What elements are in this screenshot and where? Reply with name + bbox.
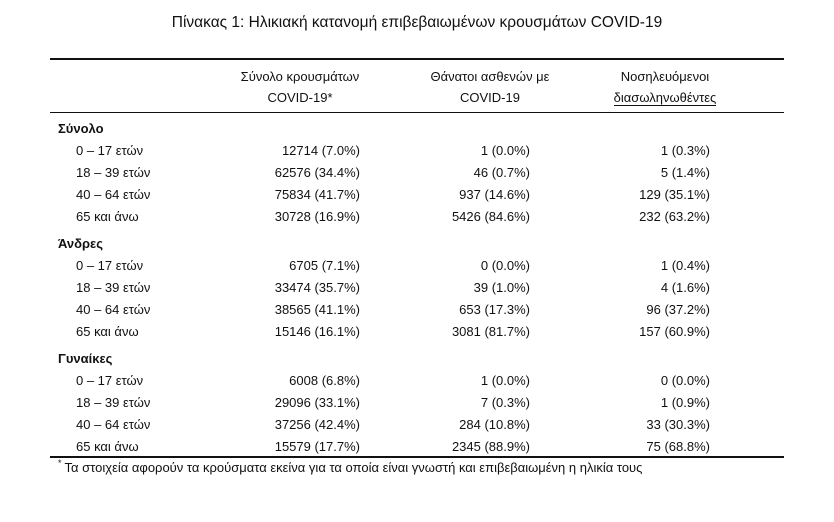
table-row: 40 – 64 ετών 75834 (41.7%) 937 (14.6%) 129 … — [0, 184, 834, 206]
cases-cell: 15579 (17.7%) — [274, 439, 360, 454]
header-line-1: Θάνατοι ασθενών με — [430, 69, 550, 84]
table-row: 0 – 17 ετών 6008 (6.8%) 1 (0.0%) 0 (0.0%) — [0, 370, 834, 392]
intubated-cell: 5 (1.4%) — [660, 165, 710, 180]
group-heading-total: Σύνολο — [58, 121, 104, 136]
cases-cell: 12714 (7.0%) — [281, 143, 360, 158]
cases-cell: 37256 (42.4%) — [274, 417, 360, 432]
table-row: 40 – 64 ετών 38565 (41.1%) 653 (17.3%) 96 (… — [0, 299, 834, 321]
deaths-cell: 5426 (84.6%) — [451, 209, 530, 224]
header-line-1: Νοσηλευόμενοι — [620, 69, 710, 84]
age-cell: 40 – 64 ετών — [76, 417, 151, 432]
cases-cell: 38565 (41.1%) — [274, 302, 360, 317]
age-cell: 18 – 39 ετών — [76, 165, 151, 180]
age-cell: 40 – 64 ετών — [76, 187, 151, 202]
intubated-cell: 232 (63.2%) — [639, 209, 710, 224]
table-row: 18 – 39 ετών 29096 (33.1%) 7 (0.3%) 1 (0.9%… — [0, 392, 834, 414]
cases-cell: 15146 (16.1%) — [274, 324, 360, 339]
table-row: 18 – 39 ετών 62576 (34.4%) 46 (0.7%) 5 (1.4… — [0, 162, 834, 184]
age-cell: 65 και άνω — [76, 324, 139, 339]
deaths-cell: 3081 (81.7%) — [451, 324, 530, 339]
intubated-cell: 96 (37.2%) — [646, 302, 710, 317]
intubated-cell: 0 (0.0%) — [660, 373, 710, 388]
header-deaths: Θάνατοι ασθενών με COVID-19 — [415, 66, 565, 108]
intubated-cell: 1 (0.4%) — [660, 258, 710, 273]
cases-cell: 75834 (41.7%) — [274, 187, 360, 202]
age-cell: 40 – 64 ετών — [76, 302, 151, 317]
table-row: 65 και άνω 15579 (17.7%) 2345 (88.9%) 75 (6… — [0, 436, 834, 458]
header-total-cases: Σύνολο κρουσμάτων COVID-19* — [235, 66, 365, 108]
deaths-cell: 7 (0.3%) — [480, 395, 530, 410]
header-intubated: Νοσηλευόμενοι διασωληνωθέντες — [590, 66, 740, 108]
table-title: Πίνακας 1: Ηλικιακή κατανομή επιβεβαιωμέ… — [171, 14, 663, 31]
footnote: * Τα στοιχεία αφορούν τα κρούσματα εκείνα… — [58, 458, 643, 475]
table-top-rule — [50, 58, 784, 60]
table-header-rule — [50, 112, 784, 113]
header-line-1: Σύνολο κρουσμάτων — [240, 69, 360, 84]
age-cell: 18 – 39 ετών — [76, 280, 151, 295]
age-cell: 18 – 39 ετών — [76, 395, 151, 410]
table-row: 0 – 17 ετών 12714 (7.0%) 1 (0.0%) 1 (0.3%) — [0, 140, 834, 162]
deaths-cell: 937 (14.6%) — [459, 187, 530, 202]
intubated-cell: 1 (0.9%) — [660, 395, 710, 410]
table-bottom-rule — [50, 456, 784, 458]
deaths-cell: 2345 (88.9%) — [451, 439, 530, 454]
intubated-cell: 4 (1.6%) — [660, 280, 710, 295]
table-row: 18 – 39 ετών 33474 (35.7%) 39 (1.0%) 4 (1.6… — [0, 277, 834, 299]
table-body: Σύνολο 0 – 17 ετών 12714 (7.0%) 1 (0.0%) 1 … — [0, 118, 834, 458]
age-cell: 0 – 17 ετών — [76, 373, 144, 388]
table-row: 0 – 17 ετών 6705 (7.1%) 0 (0.0%) 1 (0.4%) — [0, 255, 834, 277]
table-row: 40 – 64 ετών 37256 (42.4%) 284 (10.8%) 33 (… — [0, 414, 834, 436]
header-line-2: COVID-19 — [460, 90, 520, 105]
deaths-cell: 284 (10.8%) — [459, 417, 530, 432]
intubated-cell: 1 (0.3%) — [660, 143, 710, 158]
deaths-cell: 1 (0.0%) — [480, 373, 530, 388]
group-heading-women: Γυναίκες — [58, 351, 113, 366]
group-heading-men: Άνδρες — [58, 236, 103, 251]
age-cell: 0 – 17 ετών — [76, 143, 144, 158]
intubated-cell: 33 (30.3%) — [646, 417, 710, 432]
intubated-cell: 75 (68.8%) — [646, 439, 710, 454]
cases-cell: 62576 (34.4%) — [274, 165, 360, 180]
intubated-cell: 129 (35.1%) — [639, 187, 710, 202]
cases-cell: 30728 (16.9%) — [274, 209, 360, 224]
deaths-cell: 39 (1.0%) — [473, 280, 530, 295]
age-cell: 65 και άνω — [76, 439, 139, 454]
table-row: 65 και άνω 30728 (16.9%) 5426 (84.6%) 232 (… — [0, 206, 834, 228]
cases-cell: 33474 (35.7%) — [274, 280, 360, 295]
cases-cell: 29096 (33.1%) — [274, 395, 360, 410]
intubated-cell: 157 (60.9%) — [639, 324, 710, 339]
cases-cell: 6705 (7.1%) — [289, 258, 360, 273]
header-line-2: διασωληνωθέντες — [590, 87, 740, 108]
age-cell: 0 – 17 ετών — [76, 258, 144, 273]
cases-cell: 6008 (6.8%) — [289, 373, 360, 388]
footnote-mark: * — [58, 458, 62, 468]
deaths-cell: 0 (0.0%) — [480, 258, 530, 273]
table-row: 65 και άνω 15146 (16.1%) 3081 (81.7%) 157 (… — [0, 321, 834, 343]
deaths-cell: 46 (0.7%) — [473, 165, 530, 180]
footnote-text: Τα στοιχεία αφορούν τα κρούσματα εκείνα … — [64, 460, 643, 475]
header-line-2: COVID-19* — [267, 90, 333, 105]
age-cell: 65 και άνω — [76, 209, 139, 224]
deaths-cell: 1 (0.0%) — [480, 143, 530, 158]
header-line-2-text: διασωληνωθέντες — [613, 90, 717, 106]
deaths-cell: 653 (17.3%) — [459, 302, 530, 317]
